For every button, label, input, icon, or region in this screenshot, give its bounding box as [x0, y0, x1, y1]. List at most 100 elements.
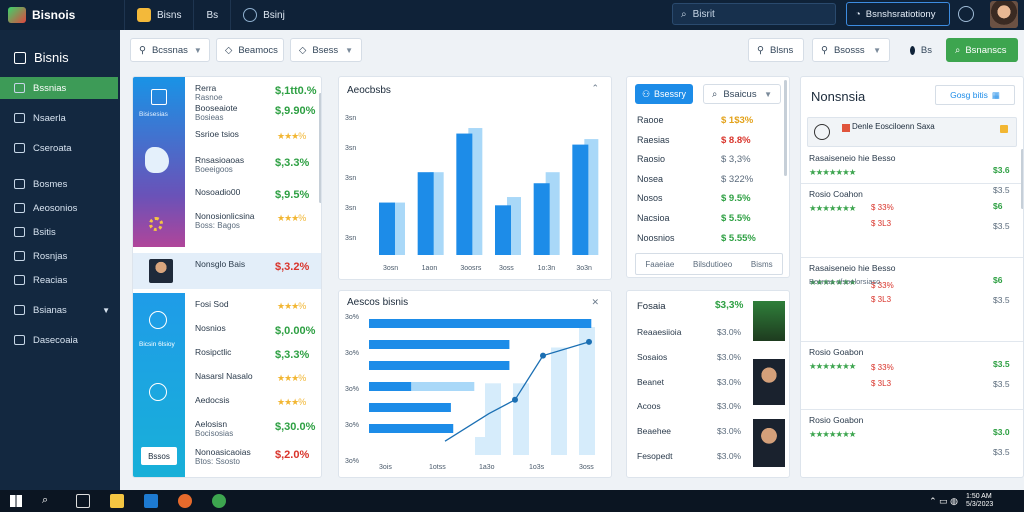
sidebar-item-3[interactable]: Cseroata — [0, 137, 120, 159]
list-item[interactable]: Acoos — [637, 401, 661, 412]
list-item[interactable]: Fosi Sod — [195, 299, 229, 309]
bar[interactable] — [551, 347, 567, 455]
bar[interactable] — [369, 382, 475, 391]
list-item[interactable]: Raooe — [637, 115, 664, 125]
store-icon[interactable] — [144, 494, 158, 508]
footer-item-1[interactable]: Faaeiae — [645, 259, 675, 269]
primary-action-button[interactable]: ⌕ Bsnanscs — [946, 38, 1018, 62]
folder-icon[interactable] — [110, 494, 124, 508]
banner-button[interactable]: Bssos — [141, 447, 177, 465]
stat-label: $ 33% — [871, 203, 894, 212]
list-item[interactable]: Rerra — [195, 83, 217, 93]
tray-icons[interactable]: ⌃ ▭ ◍ — [929, 495, 958, 506]
list-item[interactable]: Nonoasicaoias — [195, 447, 251, 457]
right-item-title[interactable]: Rasaiseneio hie Besso — [809, 263, 896, 273]
list2-filter[interactable]: ⌕ Bsaicus ▼ — [703, 84, 781, 104]
list-item[interactable]: Beaehee — [637, 426, 672, 437]
list-item[interactable]: Aedocsis — [195, 395, 230, 405]
top-tab-2[interactable]: Bs — [193, 0, 230, 30]
bar[interactable] — [513, 383, 529, 455]
bar[interactable] — [475, 437, 491, 455]
footer-item-2[interactable]: Bilsdutioeo — [693, 259, 733, 269]
bar[interactable] — [417, 172, 434, 255]
list-item[interactable]: Sosaios — [637, 351, 668, 362]
avatar[interactable] — [990, 1, 1018, 28]
search-input[interactable]: ⌕ Bisrit — [672, 3, 836, 25]
list-item[interactable]: Rosipctlic — [195, 347, 232, 357]
data-point[interactable] — [586, 338, 592, 345]
list-item[interactable]: Rnsasioaoas — [195, 155, 245, 165]
list-item[interactable]: Booseaiote — [195, 103, 238, 113]
list-item[interactable]: Nosoadio00 — [195, 187, 241, 197]
sidebar-item-5[interactable]: Aeosonios — [0, 197, 120, 219]
bell-icon[interactable] — [958, 6, 974, 22]
filter-6[interactable]: Bs — [902, 38, 940, 62]
sidebar-item-6[interactable]: Bsitis — [0, 221, 120, 243]
list-item[interactable]: Noosnios — [637, 232, 675, 243]
bar[interactable] — [579, 327, 595, 455]
windows-icon[interactable] — [10, 495, 22, 507]
scrollbar[interactable] — [784, 80, 787, 176]
sidebar-item-2[interactable]: Nsaerla — [0, 107, 120, 129]
filter-5[interactable]: ⚲ Bsosss ▼ — [812, 38, 890, 62]
list-item[interactable]: Aelosisn — [195, 419, 228, 429]
data-point[interactable] — [540, 352, 546, 359]
list-item[interactable]: Nosnios — [195, 323, 226, 333]
bar[interactable] — [572, 144, 589, 255]
scrollbar[interactable] — [1021, 149, 1023, 209]
right-item-title[interactable]: Rosio Goabon — [809, 415, 864, 425]
bar[interactable] — [369, 361, 510, 370]
list-item[interactable]: Raesias — [637, 134, 670, 145]
right-item-title[interactable]: Rasaiseneio hie Besso — [809, 153, 896, 163]
bar[interactable] — [369, 340, 510, 349]
list-item[interactable]: Nonsglo Bais — [195, 259, 246, 269]
sidebar-item-8[interactable]: Reacias — [0, 269, 120, 291]
sidebar-item-7[interactable]: Rosnjas — [0, 245, 120, 267]
sidebar-item-4[interactable]: Bosmes — [0, 173, 120, 195]
sidebar-item-10[interactable]: Dasecoaia — [0, 329, 120, 351]
scrollbar[interactable] — [319, 93, 321, 203]
bar[interactable] — [379, 202, 395, 255]
top-tab-1[interactable]: Bisns — [124, 0, 193, 30]
list-item[interactable]: Raosio — [637, 154, 666, 165]
browser-icon[interactable] — [178, 494, 192, 508]
right-action-button[interactable]: Gosg bitis ▦ — [935, 85, 1015, 105]
app-icon[interactable] — [212, 494, 226, 508]
list-item[interactable]: Nasarsl Nasalo — [195, 371, 253, 381]
bar[interactable] — [495, 205, 511, 255]
top-tab-3[interactable]: Bsinj — [230, 0, 297, 30]
bar[interactable] — [533, 183, 550, 255]
right-item-title[interactable]: Rosio Coahon — [809, 189, 863, 199]
list-item[interactable]: Nacsioa — [637, 213, 670, 223]
list-item[interactable]: Nonosionlicsina — [195, 211, 255, 221]
footer-item-3[interactable]: Bisms — [750, 259, 773, 269]
sidebar-item-9[interactable]: Bsianas ▼ — [0, 299, 120, 321]
taskview-icon[interactable] — [76, 494, 90, 508]
bar[interactable] — [369, 424, 454, 433]
chevron-up-icon[interactable]: ⌃ — [591, 83, 599, 93]
feature-row[interactable]: Denle Eosciloenn Saxa — [807, 117, 1017, 147]
top-status-button[interactable]: ◔ Bsnshsratiotiony — [846, 2, 950, 26]
bar[interactable] — [369, 403, 451, 412]
list-item[interactable]: Nosea — [637, 173, 664, 184]
bar[interactable] — [369, 382, 412, 391]
data-point[interactable] — [512, 396, 518, 403]
search-icon[interactable]: ⌕ — [42, 494, 49, 506]
list-item[interactable]: Ssrioe tsios — [195, 129, 239, 139]
list-item[interactable]: Beanet — [637, 376, 664, 387]
list-item[interactable]: Nosos — [637, 193, 663, 204]
clock[interactable]: 1:50 AM 5/3/2023 — [966, 493, 994, 508]
sidebar-item-1[interactable]: Bssnias — [0, 77, 118, 99]
brand[interactable]: Bisnois — [0, 7, 120, 23]
filter-2[interactable]: ◇ Beamocs — [216, 38, 284, 62]
bar[interactable] — [456, 133, 473, 255]
right-item-title[interactable]: Rosio Goabon — [809, 347, 864, 357]
filter-3[interactable]: ◇ Bsess ▼ — [290, 38, 362, 62]
summary-button[interactable]: ⚇ Bsessry — [635, 84, 693, 104]
filter-1[interactable]: ⚲ Bcssnas ▼ — [130, 38, 210, 62]
list-item[interactable]: Reaaesiioia — [637, 327, 682, 337]
close-icon[interactable]: ✕ — [591, 297, 599, 307]
bar[interactable] — [369, 319, 592, 328]
list-item[interactable]: Fesopedt — [637, 451, 673, 461]
filter-4[interactable]: ⚲ Blsns — [748, 38, 804, 62]
